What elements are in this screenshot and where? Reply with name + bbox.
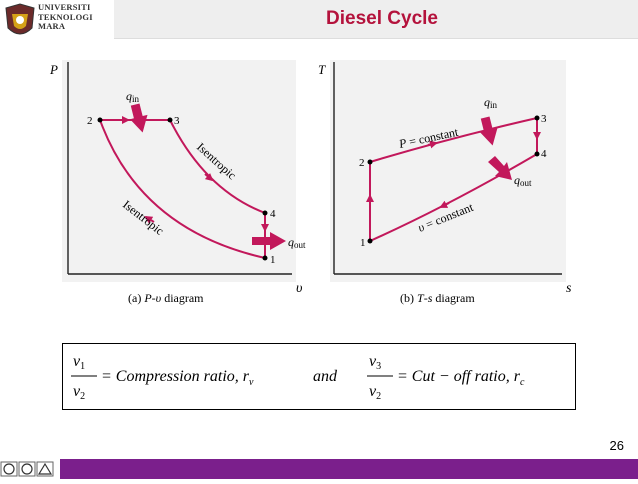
pv-qin-arrow <box>130 103 148 133</box>
ts-arrow-2-3 <box>427 140 438 149</box>
f1-denominator: v2 <box>73 383 85 402</box>
header-bar: Diesel Cycle <box>114 0 638 39</box>
ts-qin-arrow <box>480 116 498 146</box>
pv-label-3: 3 <box>174 115 180 127</box>
crest-icon <box>5 3 35 35</box>
ts-point-1 <box>367 238 373 244</box>
diesel-cycle-diagrams: P υ qin qout 2 3 4 1 Isentropic Isentrop… <box>49 60 572 305</box>
ts-x-label: s <box>566 281 572 296</box>
f2-text: = Cut − off ratio, rc <box>397 368 525 388</box>
pv-point-1 <box>262 255 268 261</box>
and-text: and <box>313 368 338 385</box>
footer-bar <box>60 459 638 479</box>
f2-numerator: v3 <box>369 353 381 372</box>
page-number: 26 <box>609 438 624 453</box>
ts-qin-label: qin <box>484 95 498 110</box>
f2-denominator: v2 <box>369 383 381 402</box>
ts-arrow-4-1 <box>439 200 450 208</box>
ts-point-3 <box>534 115 540 121</box>
footer-license-icons <box>0 459 60 479</box>
pv-caption: (a) P-υ diagram <box>128 291 204 305</box>
pv-background <box>62 60 296 282</box>
cc-license-icon <box>0 461 54 477</box>
ts-point-4 <box>534 151 540 157</box>
pv-qout-label: qout <box>288 235 306 250</box>
ts-qout-label: qout <box>514 173 532 188</box>
pv-arrow-1-2 <box>144 215 155 224</box>
ts-label-3: 3 <box>541 113 547 125</box>
ts-caption: (b) T-s diagram <box>400 291 475 305</box>
pv-qout-arrow <box>252 232 286 250</box>
ts-label-4: 4 <box>541 148 547 160</box>
ts-point-2 <box>367 159 373 165</box>
ts-label-2: 2 <box>359 157 365 169</box>
ts-qout-arrow <box>488 156 512 180</box>
pv-point-3 <box>167 117 173 123</box>
f1-text: = Compression ratio, rv <box>101 368 254 388</box>
pv-label-2: 2 <box>87 115 93 127</box>
uitm-logo: UNIVERSITI TEKNOLOGI MARA <box>0 0 112 44</box>
pv-y-label: P <box>49 62 58 77</box>
ts-label-1: 1 <box>360 237 366 249</box>
ts-y-label: T <box>318 62 326 77</box>
pv-point-4 <box>262 210 268 216</box>
f1-numerator: v1 <box>73 353 85 372</box>
pv-label-4: 4 <box>270 208 276 220</box>
ts-diagram: T s qin qout 1 2 3 4 P = constant υ = co… <box>318 60 572 305</box>
ts-process-2-3 <box>369 117 538 163</box>
logo-text: UNIVERSITI TEKNOLOGI MARA <box>38 2 93 32</box>
ts-process-4-1 <box>369 153 538 242</box>
logo-line-1: UNIVERSITI <box>38 2 91 12</box>
pv-diagram: P υ qin qout 2 3 4 1 Isentropic Isentrop… <box>49 60 306 305</box>
pv-arrow-3-4 <box>204 173 214 182</box>
pv-x-label: υ <box>296 281 302 296</box>
logo-line-3: MARA <box>38 21 66 32</box>
formula-box: v1 v2 = Compression ratio, rv and v3 v2 … <box>62 343 576 410</box>
pv-label-1: 1 <box>270 254 276 266</box>
logo-line-2: TEKNOLOGI <box>38 11 93 22</box>
slide-title: Diesel Cycle <box>326 8 438 29</box>
pv-qin-label: qin <box>126 89 140 104</box>
pv-point-2 <box>97 117 103 123</box>
formula-equations: v1 v2 = Compression ratio, rv and v3 v2 … <box>71 353 525 402</box>
pv-process-1-2 <box>99 119 266 259</box>
